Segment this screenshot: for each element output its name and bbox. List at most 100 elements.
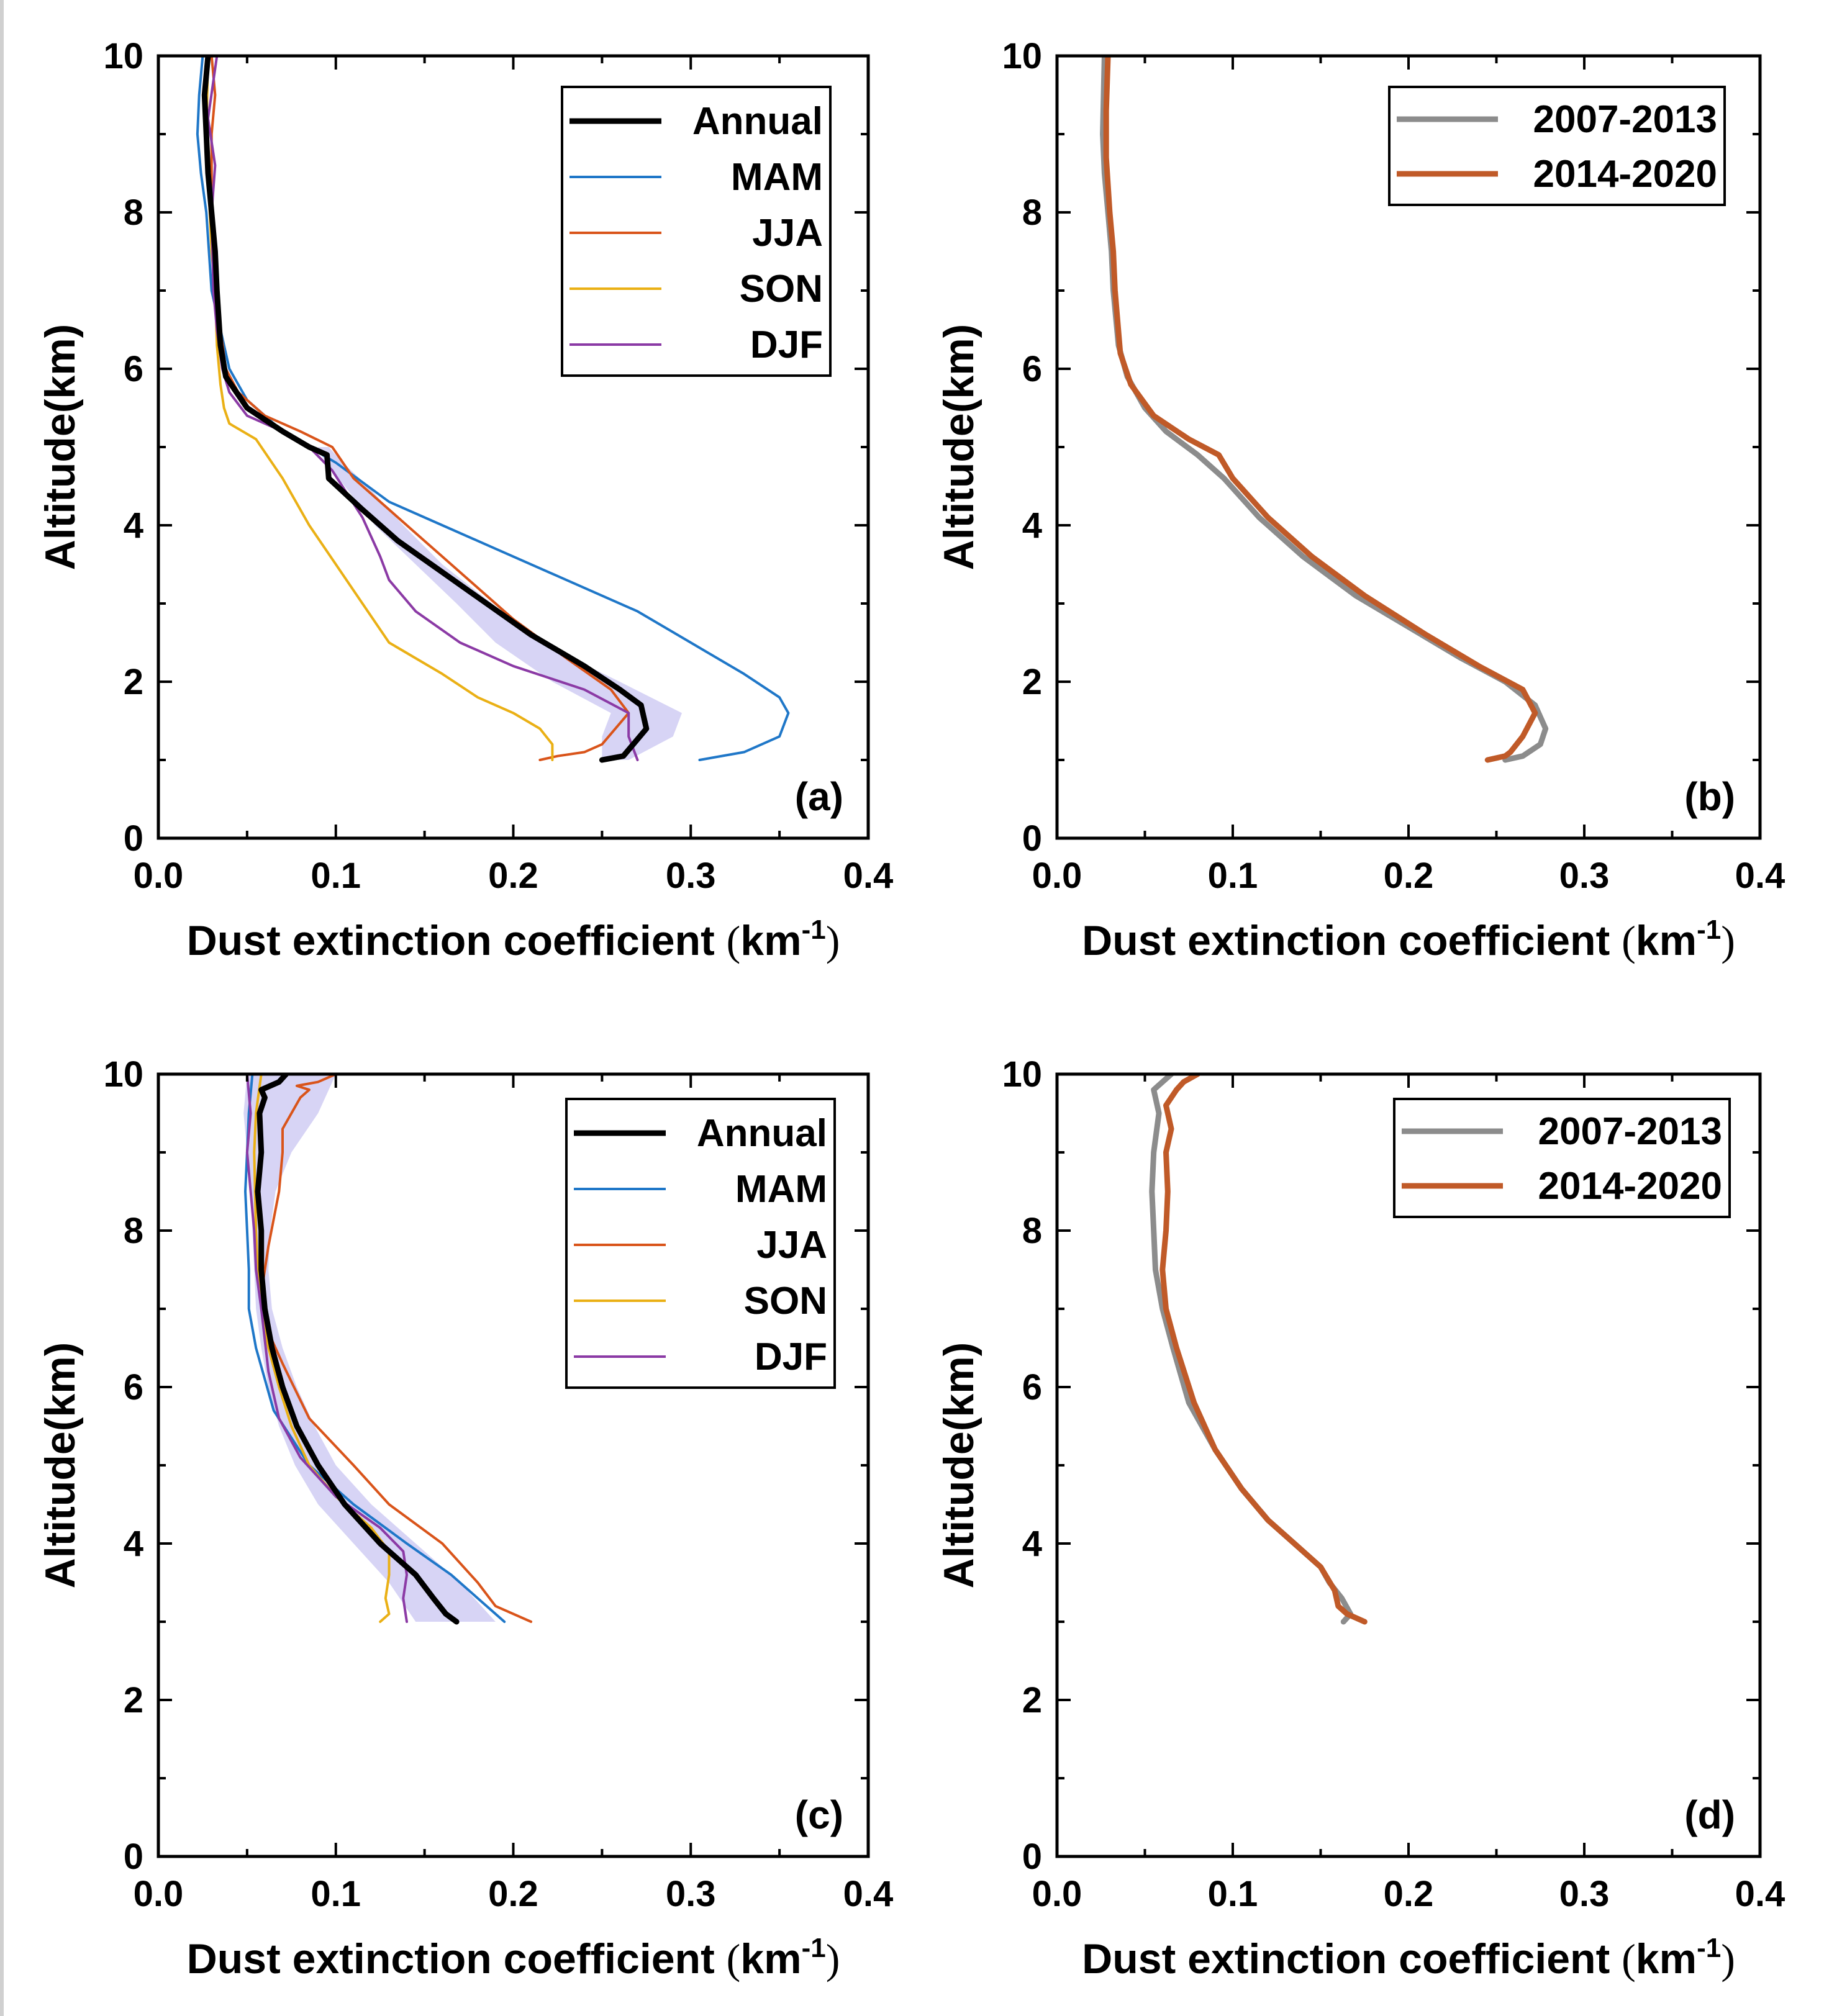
page-edge: [0, 0, 4, 2016]
x-axis-unit-exponent: -1: [802, 1933, 826, 1963]
legend-box: [561, 86, 832, 377]
x-axis-unit-paren: ): [1721, 1935, 1735, 1982]
x-axis-title: Dust extinction coefficient (km-1): [187, 915, 840, 964]
y-tick-label: 6: [124, 349, 143, 389]
y-axis-title: Altitude(km): [935, 324, 982, 571]
x-axis-title-text: Dust extinction coefficient: [187, 1935, 727, 1982]
x-tick-label: 0.1: [311, 1874, 361, 1914]
x-axis-unit: km: [740, 917, 801, 964]
y-tick-label: 0: [1022, 1837, 1042, 1877]
legend-label: Annual: [697, 1112, 827, 1155]
x-axis-unit-paren: (: [727, 917, 741, 964]
panel-label: (b): [1684, 774, 1735, 819]
x-tick-label: 0.2: [488, 1874, 538, 1914]
legend: 2007-2013 2014-2020: [1393, 1098, 1731, 1218]
y-tick-label: 8: [124, 1211, 143, 1251]
x-axis-unit-exponent: -1: [802, 915, 826, 945]
y-axis-title: Altitude(km): [935, 1342, 982, 1589]
y-tick-label: 8: [1022, 1211, 1042, 1251]
series-line-son: [205, 56, 554, 761]
x-axis-title-text: Dust extinction coefficient: [1082, 1935, 1622, 1982]
panel-a: 0.0 0.1 0.2 0.3 0.4 0 2 4 6 8 10 Altitude(km) Dust e…: [37, 36, 893, 964]
x-tick-label: 0.3: [666, 856, 716, 896]
x-axis-title: Dust extinction coefficient (km-1): [1082, 915, 1735, 964]
legend-label: 2007-2013: [1538, 1110, 1723, 1153]
legend: Annual MAM JJA SON DJF: [561, 86, 832, 377]
legend: 2007-2013 2014-2020: [1388, 86, 1726, 206]
y-tick-label: 4: [124, 1524, 143, 1564]
series-line-2014-2020: [1103, 56, 1538, 763]
axis-ticks: [157, 55, 869, 839]
axis-ticks: [1056, 55, 1761, 839]
y-tick-label: 10: [103, 36, 143, 76]
legend-label: SON: [744, 1280, 827, 1322]
axis-ticks: [1056, 1073, 1761, 1858]
legend-label: 2007-2013: [1533, 98, 1718, 141]
x-tick-label: 0.1: [1208, 1874, 1258, 1914]
x-tick-label: 0.3: [666, 1874, 716, 1914]
series-line-2007-2013: [1149, 1074, 1354, 1625]
legend-label: DJF: [750, 323, 823, 366]
panel-label: (c): [795, 1792, 843, 1837]
x-tick-label: 0.0: [134, 856, 184, 896]
x-axis-unit-paren: (: [727, 1935, 741, 1982]
y-tick-label: 0: [1022, 818, 1042, 859]
legend-box: [1393, 1098, 1731, 1218]
series-line-mam: [244, 1074, 506, 1623]
y-axis-title: Altitude(km): [37, 324, 84, 571]
panel-d: 0.0 0.1 0.2 0.3 0.4 0 2 4 6 8 10 Altitude(km) Dust e…: [935, 1054, 1785, 1982]
x-tick-label: 0.3: [1559, 856, 1610, 896]
x-axis-unit-paren: ): [826, 917, 840, 964]
series-line-son: [253, 1074, 391, 1623]
y-tick-label: 4: [1022, 1524, 1042, 1564]
x-tick-label: 0.2: [1384, 1874, 1434, 1914]
y-tick-label: 2: [1022, 662, 1042, 702]
series-line-jja: [260, 1074, 533, 1623]
x-axis-title: Dust extinction coefficient (km-1): [1082, 1933, 1735, 1982]
y-tick-label: 8: [124, 192, 143, 233]
y-tick-label: 4: [1022, 505, 1042, 546]
panel-label: (d): [1684, 1792, 1735, 1837]
annual-spread-band: [318, 447, 682, 760]
legend: Annual MAM JJA SON DJF: [565, 1098, 836, 1389]
x-axis-unit: km: [1636, 1935, 1697, 1982]
x-axis-unit-paren: (: [1622, 917, 1636, 964]
legend-label: 2014-2020: [1538, 1165, 1723, 1208]
legend-label: 2014-2020: [1533, 153, 1718, 196]
y-tick-label: 6: [124, 1367, 143, 1408]
x-axis-unit-paren: ): [1721, 917, 1735, 964]
y-tick-label: 6: [1022, 1367, 1042, 1408]
y-tick-label: 2: [124, 1680, 143, 1720]
x-tick-label: 0.4: [1735, 1874, 1785, 1914]
legend-label: JJA: [752, 212, 823, 255]
series-line-annual: [201, 56, 650, 763]
axis-ticks: [157, 1073, 869, 1858]
y-tick-label: 8: [1022, 192, 1042, 233]
x-axis-unit-paren: ): [826, 1935, 840, 1982]
x-tick-label: 0.0: [134, 1874, 184, 1914]
x-axis-title-text: Dust extinction coefficient: [1082, 917, 1622, 964]
y-tick-label: 0: [124, 818, 143, 859]
annual-spread-band: [243, 1074, 496, 1622]
series-line-annual: [255, 1074, 460, 1625]
y-tick-label: 10: [103, 1054, 143, 1095]
series-line-mam: [196, 56, 790, 761]
x-tick-label: 0.1: [1208, 856, 1258, 896]
legend-label: JJA: [756, 1224, 827, 1267]
x-tick-label: 0.3: [1559, 1874, 1610, 1914]
x-axis-unit-exponent: -1: [1697, 915, 1721, 945]
legend-box: [1388, 86, 1726, 206]
x-tick-label: 0.1: [311, 856, 361, 896]
x-axis-unit-paren: (: [1622, 1935, 1636, 1982]
y-tick-label: 4: [124, 505, 143, 546]
series-line-2014-2020: [1159, 1074, 1368, 1625]
y-tick-label: 10: [1002, 36, 1042, 76]
x-tick-label: 0.2: [488, 856, 538, 896]
panel-b: 0.0 0.1 0.2 0.3 0.4 0 2 4 6 8 10 Altitude(km) Dust e…: [935, 36, 1785, 964]
y-tick-label: 10: [1002, 1054, 1042, 1095]
x-tick-label: 0.0: [1032, 1874, 1082, 1914]
legend-label: Annual: [692, 100, 823, 143]
y-axis-title: Altitude(km): [37, 1342, 84, 1589]
x-tick-label: 0.4: [843, 856, 894, 896]
panel-label: (a): [795, 774, 843, 819]
